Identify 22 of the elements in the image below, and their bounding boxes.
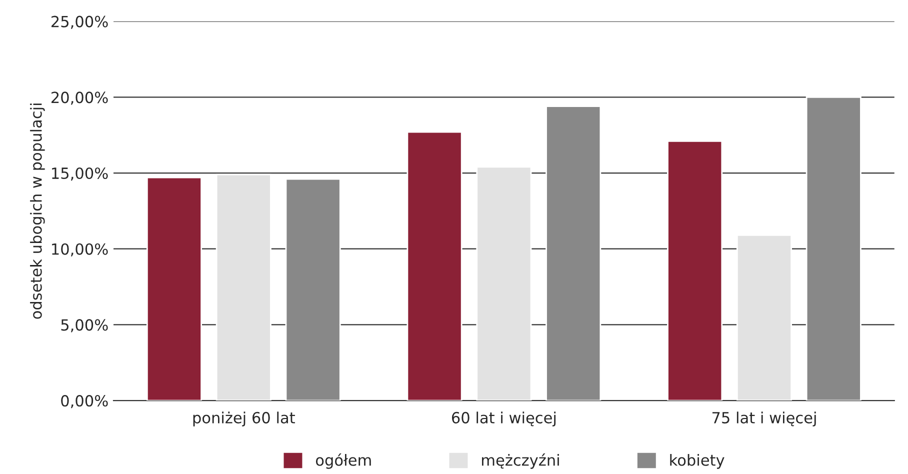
y-tick-label: 5,00% (61, 319, 108, 332)
legend-label: kobiety (670, 454, 724, 469)
y-tick-label: 0,00% (61, 394, 108, 408)
y-tick-label: 10,00% (52, 243, 108, 256)
y-tick-label: 20,00% (52, 92, 108, 105)
legend-label: mężczyźni (482, 453, 559, 469)
x-tick-label: poniżej 60 lat (193, 412, 295, 426)
x-tick-label: 75 lat i więcej (712, 412, 816, 426)
y-tick-label: 25,00% (52, 16, 108, 29)
bar (476, 166, 532, 401)
bar (736, 234, 792, 401)
bar (285, 178, 341, 401)
bar (546, 106, 602, 401)
bar (146, 176, 202, 401)
bar (667, 140, 723, 401)
x-tick-label: 60 lat i więcej (452, 412, 556, 426)
y-tick-label: 15,00% (52, 167, 108, 181)
bar (216, 174, 272, 401)
bar (406, 131, 462, 401)
legend-label: ogółem (316, 453, 371, 469)
y-axis-title: odsetek ubogich w populacji (30, 104, 45, 319)
bar (806, 96, 862, 401)
